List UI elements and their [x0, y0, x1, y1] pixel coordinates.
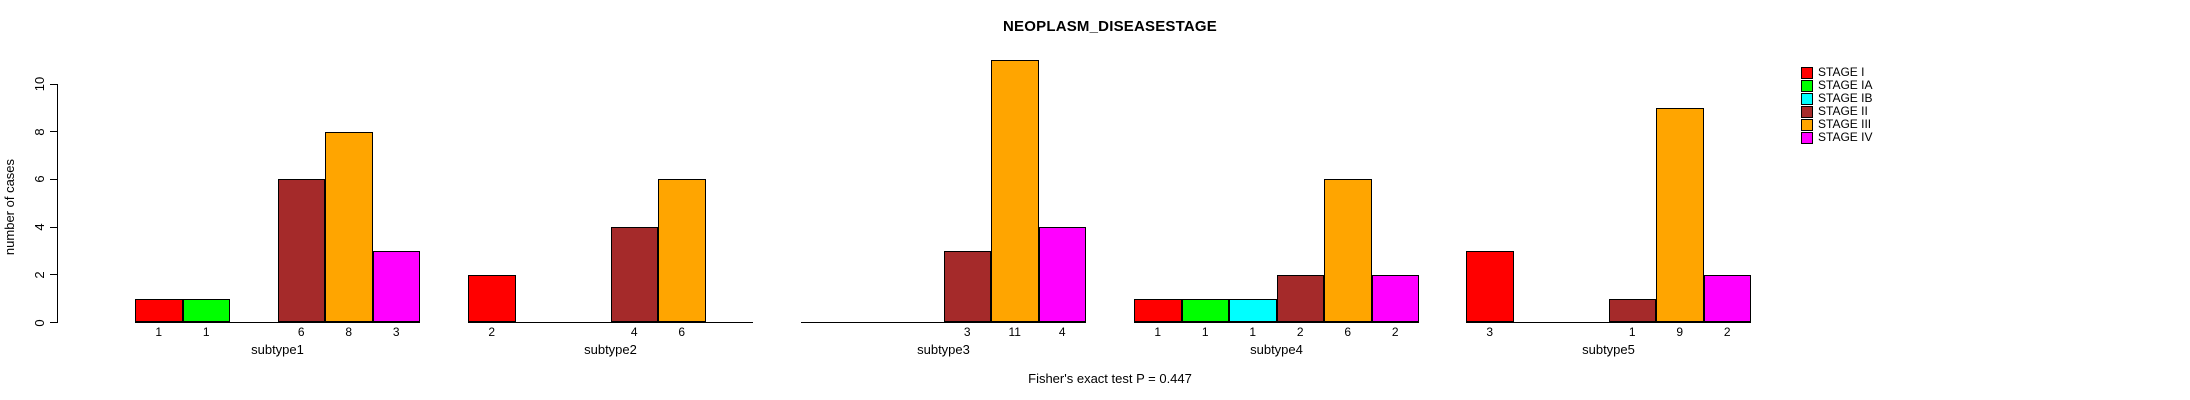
- legend-item: STAGE IA: [1801, 79, 1872, 92]
- y-axis-label: number of cases: [2, 158, 17, 256]
- subtitle-caption: Fisher's exact test P = 0.447: [1028, 371, 1192, 386]
- bar-stage-i: [1466, 250, 1514, 323]
- group-label: subtype2: [584, 342, 637, 357]
- bar-value-label: 1: [1628, 325, 1636, 339]
- y-axis-tick-label: 4: [32, 223, 47, 231]
- bar-value-label: 6: [297, 325, 305, 339]
- legend-item: STAGE II: [1801, 105, 1872, 118]
- legend-swatch: [1801, 79, 1813, 92]
- bar-value-label: 1: [155, 325, 163, 339]
- bar-stage-ia: [1181, 298, 1229, 323]
- y-axis-tick: [50, 83, 57, 85]
- group-label: subtype4: [1250, 342, 1303, 357]
- bar-stage-iii: [1324, 179, 1372, 323]
- group-label: subtype3: [917, 342, 970, 357]
- y-axis-tick: [50, 322, 57, 323]
- bar-stage-ib: [1229, 298, 1277, 323]
- legend-label: STAGE II: [1818, 104, 1868, 118]
- bar-value-label: 1: [1154, 325, 1162, 339]
- y-axis-tick-label: 8: [32, 128, 47, 136]
- legend-label: STAGE IV: [1818, 130, 1873, 144]
- bar-stage-iv: [1371, 274, 1419, 323]
- bar-stage-iv: [372, 250, 420, 323]
- group-baseline: [1466, 322, 1751, 323]
- bar-value-label: 1: [1201, 325, 1209, 339]
- bar-value-label: 4: [1058, 325, 1066, 339]
- legend-swatch: [1801, 131, 1813, 144]
- bar-value-label: 2: [488, 325, 496, 339]
- bar-value-label: 8: [345, 325, 353, 339]
- legend-label: STAGE IA: [1818, 78, 1873, 92]
- legend-swatch: [1801, 92, 1813, 105]
- legend-label: STAGE IB: [1818, 91, 1873, 105]
- y-axis-line: [57, 84, 58, 323]
- bar-value-label: 4: [630, 325, 638, 339]
- bar-stage-iii: [325, 131, 373, 323]
- group-label: subtype1: [251, 342, 304, 357]
- bar-value-label: 1: [202, 325, 210, 339]
- bar-stage-iv: [1038, 227, 1086, 323]
- bar-value-label: 6: [1344, 325, 1352, 339]
- y-axis-tick-label: 6: [32, 175, 47, 184]
- y-axis-tick: [50, 131, 57, 133]
- legend-label: STAGE III: [1818, 117, 1872, 131]
- y-axis-tick-label: 0: [32, 318, 47, 327]
- bar-stage-ii: [943, 250, 991, 323]
- bar-stage-iii: [658, 179, 706, 323]
- legend: STAGE I STAGE IA STAGE IB STAGE II STAGE III…: [1801, 66, 1872, 144]
- legend-swatch: [1801, 105, 1813, 118]
- y-axis-tick: [50, 274, 57, 276]
- bar-value-label: 3: [963, 325, 971, 339]
- bar-value-label: 3: [1486, 325, 1494, 339]
- bar-stage-i: [135, 298, 183, 323]
- bar-value-label: 6: [678, 325, 686, 339]
- bar-stage-iii: [1656, 107, 1704, 323]
- y-axis-tick-label: 2: [32, 271, 47, 279]
- group-baseline: [468, 322, 753, 323]
- bar-stage-ia: [182, 298, 230, 323]
- bar-stage-iii: [991, 60, 1039, 323]
- legend-swatch: [1801, 118, 1813, 131]
- y-axis-tick: [50, 226, 57, 228]
- group-baseline: [135, 322, 420, 323]
- bar-stage-iv: [1703, 274, 1751, 323]
- bar-stage-ii: [610, 227, 658, 323]
- bar-value-label: 3: [392, 325, 400, 339]
- legend-item: STAGE IV: [1801, 131, 1872, 144]
- y-axis-tick: [50, 178, 57, 180]
- bar-value-label: 2: [1296, 325, 1304, 339]
- bar-value-label: 2: [1723, 325, 1731, 339]
- group-baseline: [801, 322, 1086, 323]
- group-label: subtype5: [1582, 342, 1635, 357]
- bar-value-label: 2: [1391, 325, 1399, 339]
- bar-stage-i: [1134, 298, 1182, 323]
- legend-item: STAGE III: [1801, 118, 1872, 131]
- bar-stage-i: [468, 274, 516, 323]
- bar-stage-ii: [1608, 298, 1656, 323]
- legend-item: STAGE IB: [1801, 92, 1872, 105]
- legend-swatch: [1801, 66, 1813, 79]
- legend-item: STAGE I: [1801, 66, 1872, 79]
- chart-title: NEOPLASM_DISEASESTAGE: [1003, 18, 1217, 35]
- bar-value-label: 11: [1008, 325, 1021, 339]
- bar-stage-ii: [277, 179, 325, 323]
- bar-value-label: 1: [1249, 325, 1257, 339]
- legend-label: STAGE I: [1818, 65, 1865, 79]
- bar-value-label: 9: [1676, 325, 1684, 339]
- y-axis-tick-label: 10: [32, 76, 47, 92]
- group-baseline: [1134, 322, 1419, 323]
- bar-stage-ii: [1276, 274, 1324, 323]
